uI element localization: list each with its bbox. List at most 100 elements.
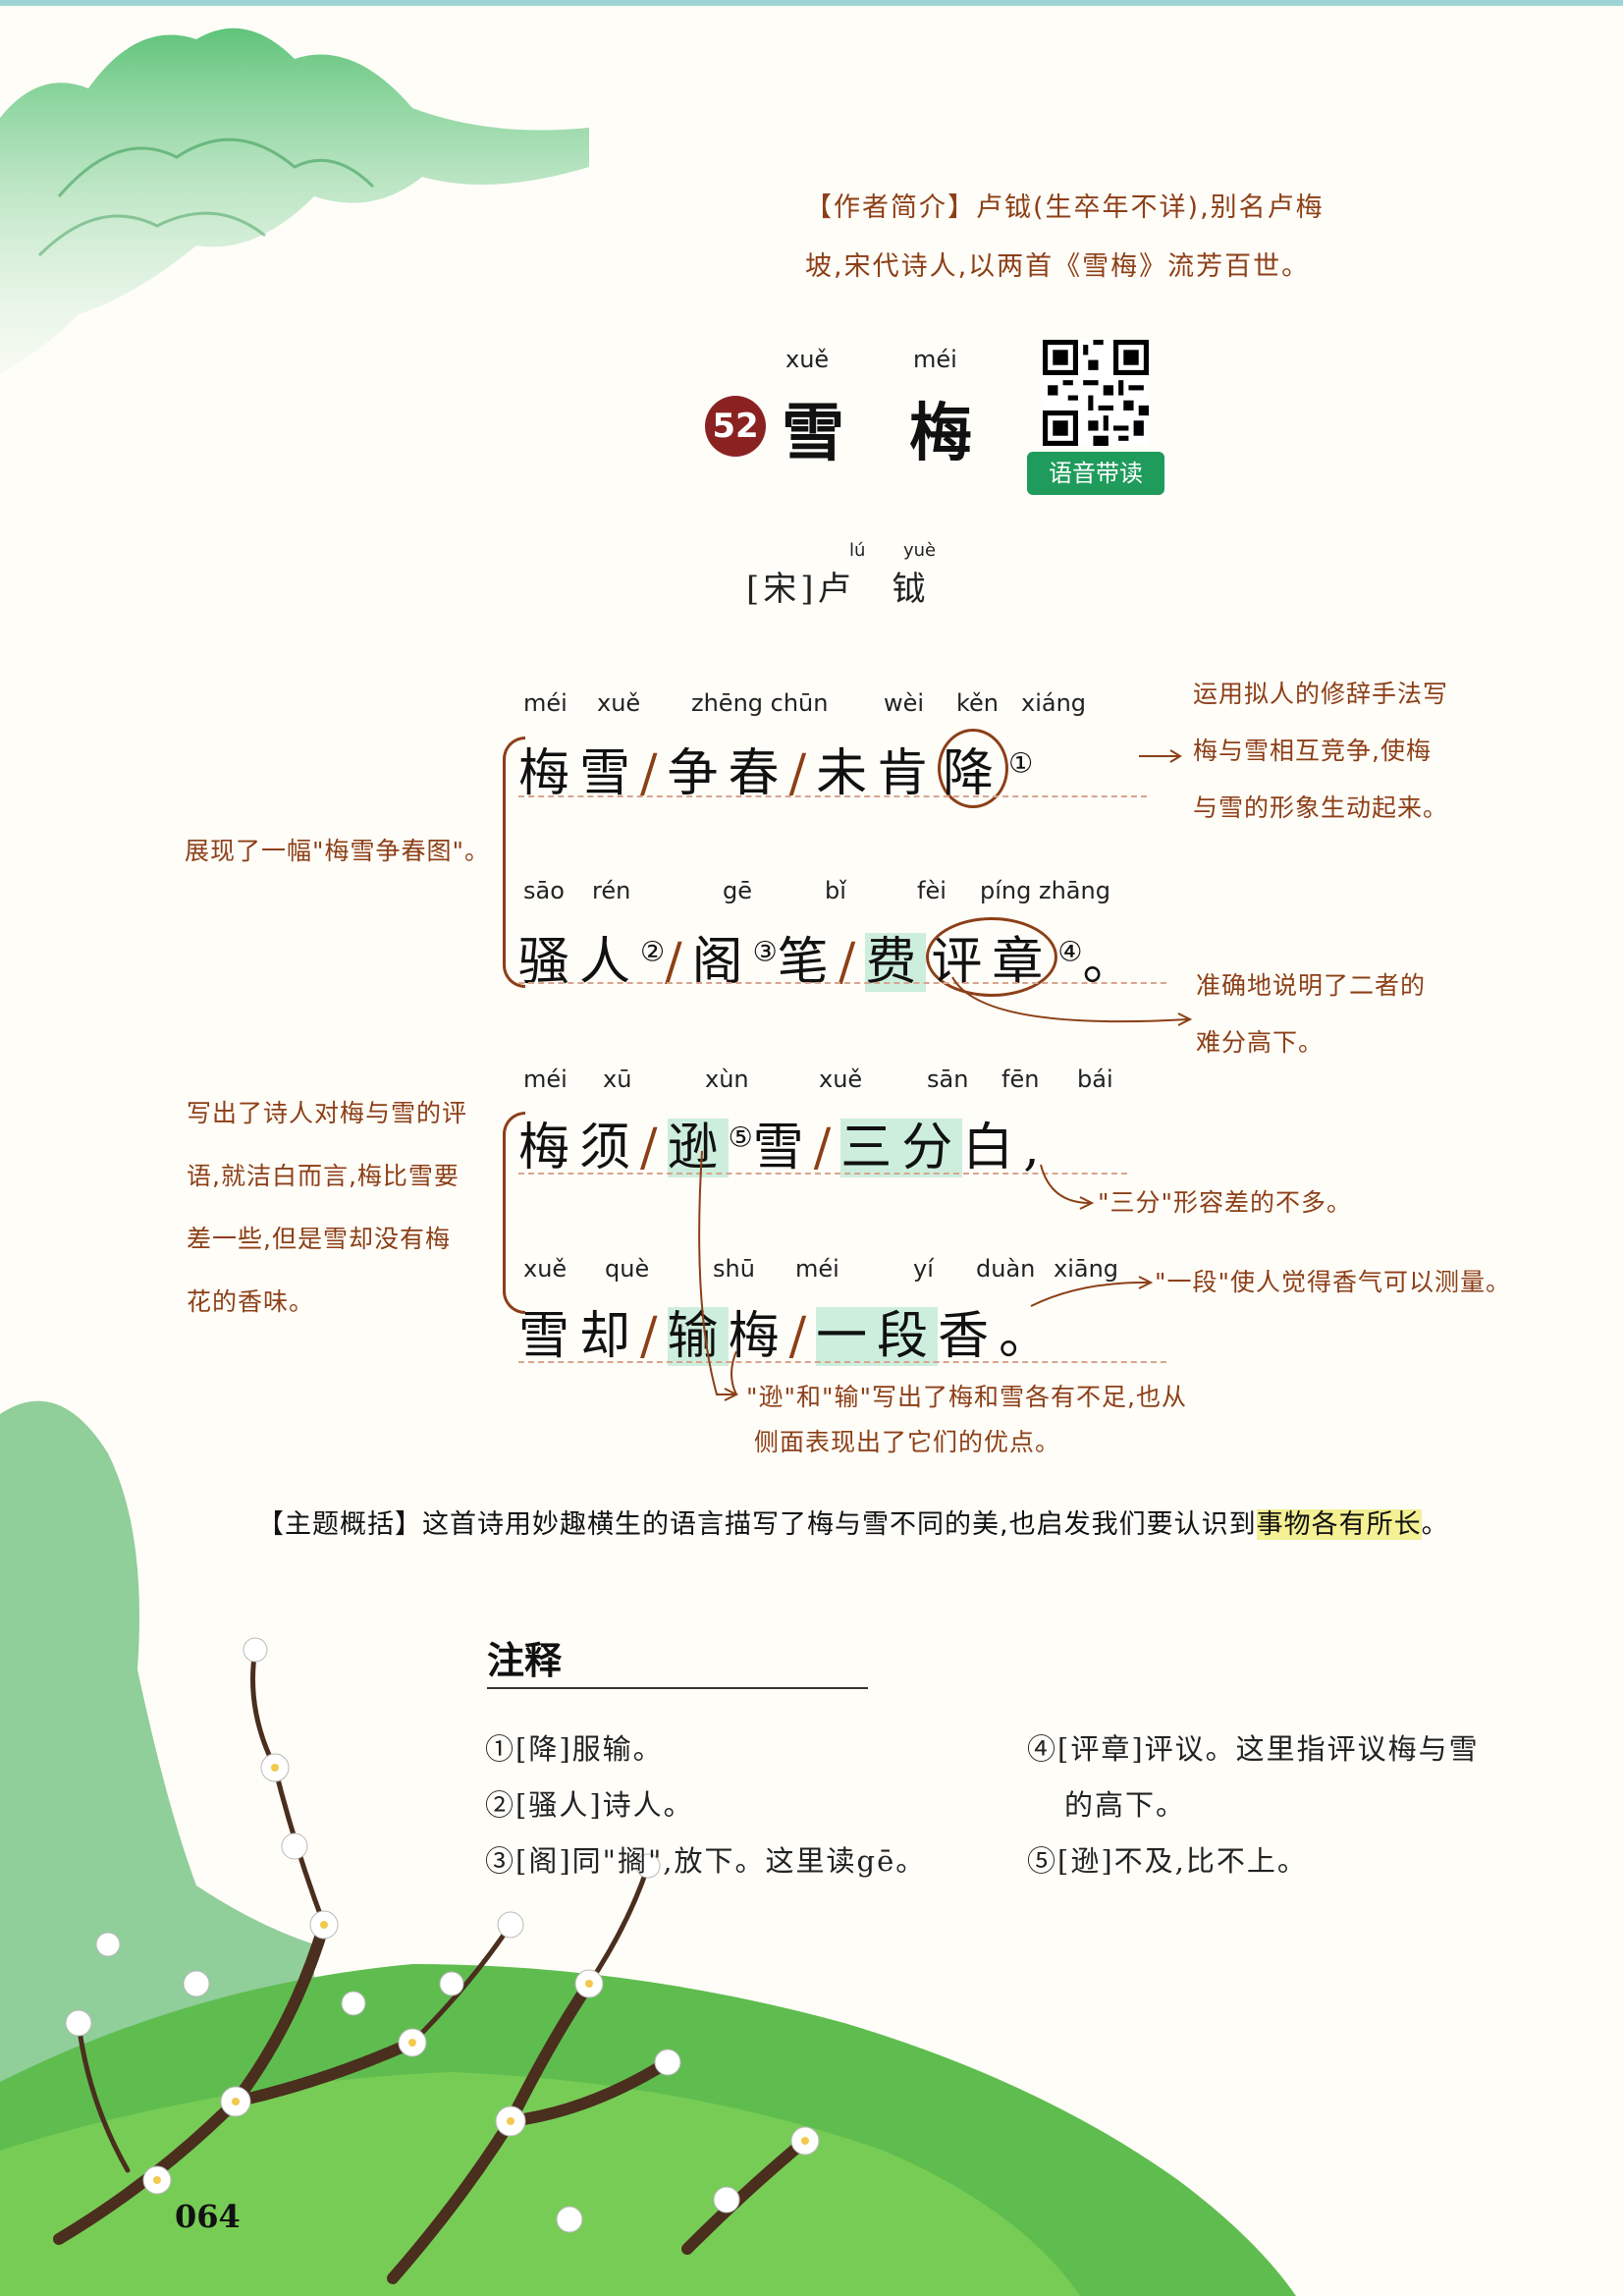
poem-byline: [宋]卢 钺 [746, 570, 930, 609]
note-item-4-cont: 的高下。 [1064, 1788, 1187, 1822]
pinyin-sao: sāo [523, 877, 565, 904]
pinyin-mei: méi [523, 689, 568, 717]
poem-line1-seg3a: 未肯 [816, 744, 939, 803]
title-pinyin-1: xuě [785, 346, 830, 373]
poem-line4-highlighted-yiduan: 一段 [816, 1307, 939, 1366]
poem-line4-highlighted-shu: 输 [667, 1307, 729, 1366]
pinyin-xun: xùn [705, 1066, 749, 1093]
slash: / [813, 1119, 841, 1177]
wavy-underline [518, 974, 1166, 984]
pinyin-ken: kěn [956, 689, 1000, 717]
pinyin-xue-3: xuě [523, 1255, 568, 1283]
poem-line4-seg3: 梅 [728, 1307, 789, 1366]
annotation-evaluation: 写出了诗人对梅与雪的评 语,就洁白而言,梅比雪要 差一些,但是雪却没有梅 花的香… [187, 1082, 467, 1334]
poem-line4-end: 。 [999, 1307, 1060, 1366]
pinyin-xiang-2: xiāng [1054, 1255, 1119, 1283]
slash: / [665, 933, 692, 992]
footnote-marker-4: ④ [1057, 935, 1083, 968]
pinyin-shu: shū [713, 1255, 755, 1283]
pinyin-ren: rén [592, 877, 631, 904]
poem-line3-end: , [1023, 1119, 1050, 1177]
annotation-line: 差一些,但是雪却没有梅 [187, 1225, 451, 1253]
pinyin-yi: yí [913, 1255, 934, 1283]
title-pinyin-2: méi [913, 346, 957, 373]
annotation-equal-merit: 准确地说明了二者的 难分高下。 [1196, 957, 1426, 1071]
annotation-personification: 运用拟人的修辞手法写 梅与雪相互竞争,使梅 与雪的形象生动起来。 [1193, 666, 1448, 837]
slash: / [788, 1307, 817, 1366]
pinyin-mei-2: méi [523, 1066, 568, 1093]
footnote-marker-1: ① [1008, 746, 1034, 780]
title-char-1: 雪 [782, 397, 844, 470]
poem-line3-seg3: 雪 [752, 1119, 814, 1177]
slash: / [788, 744, 817, 803]
annotation-arrows [698, 749, 1193, 1401]
annotation-line: "逊"和"输"写出了梅和雪各有不足,也从 [746, 1383, 1187, 1411]
pinyin-duan: duàn [976, 1255, 1036, 1283]
annotation-xun-shu: "逊"和"输"写出了梅和雪各有不足,也从 侧面表现出了它们的优点。 [746, 1375, 1187, 1465]
author-intro-line2: 坡,宋代诗人,以两首《雪梅》流芳百世。 [805, 251, 1311, 282]
pinyin-xiang: xiáng [1021, 689, 1087, 717]
poem-line3-highlighted-sanfen: 三分 [840, 1119, 963, 1177]
plum-blossom-illustration [0, 1400, 1296, 2296]
annotation-line: 花的香味。 [187, 1287, 315, 1316]
annotation-line: 梅与雪相互竞争,使梅 [1193, 737, 1432, 765]
poem-line3-highlighted-xun: 逊 [667, 1119, 729, 1177]
top-border [0, 0, 1623, 6]
audio-reading-button[interactable]: 语音带读 [1027, 452, 1164, 495]
note-item-4: ④[评章]评议。这里指评议梅与雪 [1027, 1732, 1480, 1766]
note-item-5: ⑤[逊]不及,比不上。 [1027, 1844, 1308, 1878]
pinyin-que: què [605, 1255, 650, 1283]
pinyin-pingzhang: píng zhāng [980, 877, 1110, 904]
pinyin-bai: bái [1077, 1066, 1113, 1093]
annotation-sanfen: "三分"形容差的不多。 [1098, 1188, 1352, 1217]
annotation-line: 运用拟人的修辞手法写 [1193, 680, 1449, 708]
theme-summary: 【主题概括】这首诗用妙趣横生的语言描写了梅与雪不同的美,也启发我们要认识到事物各… [257, 1503, 1494, 1541]
annotation-line: 与雪的形象生动起来。 [1193, 793, 1449, 822]
note-item-2: ②[骚人]诗人。 [485, 1788, 694, 1822]
title-char-2: 梅 [909, 397, 972, 470]
footnote-marker-5: ⑤ [728, 1121, 753, 1154]
lesson-number-badge: 52 [705, 396, 766, 457]
annotation-line: 难分高下。 [1196, 1028, 1325, 1057]
slash: / [640, 744, 668, 803]
note-item-1: ①[降]服输。 [485, 1732, 664, 1766]
notes-divider [487, 1687, 868, 1689]
annotation-yiduan: "一段"使人觉得香气可以测量。 [1155, 1268, 1511, 1296]
pinyin-wei: wèi [884, 689, 925, 717]
poem-line1-seg2: 争春 [667, 744, 789, 803]
notes-heading: 注释 [487, 1638, 563, 1682]
author-intro: 【作者简介】卢钺(生卒年不详),别名卢梅 坡,宋代诗人,以两首《雪梅》流芳百世。 [805, 179, 1355, 297]
pinyin-xue: xuě [597, 689, 641, 717]
theme-text: 【主题概括】这首诗用妙趣横生的语言描写了梅与雪不同的美,也启发我们要认识到 [257, 1509, 1257, 1540]
annotation-line: 写出了诗人对梅与雪的评 [187, 1099, 468, 1127]
pinyin-ge: gē [723, 877, 752, 904]
note-item-3: ③[阁]同"搁",放下。这里读gē。 [485, 1844, 927, 1878]
theme-end: 。 [1421, 1509, 1449, 1540]
poem-line-3: 梅须/逊⑤雪/三分白, [518, 1106, 1050, 1179]
wavy-underline [518, 1165, 1127, 1175]
slash: / [640, 1307, 668, 1366]
pinyin-xue-2: xuě [819, 1066, 863, 1093]
slash: / [838, 933, 866, 992]
poem-line4-seg5: 香 [938, 1307, 1000, 1366]
annotation-line: 准确地说明了二者的 [1196, 971, 1427, 1000]
wavy-underline [518, 1353, 1166, 1363]
poem-line3-seg1: 梅须 [518, 1119, 641, 1177]
poem-line-1: 梅雪/争春/未肯降 ① [518, 729, 1033, 808]
poem-line-4: 雪却/输梅/一段香。 [518, 1294, 1059, 1368]
poem-line3-seg5: 白 [962, 1119, 1024, 1177]
author-intro-line1: 【作者简介】卢钺(生卒年不详),别名卢梅 [805, 192, 1325, 223]
pinyin-zhengchun: zhēng chūn [691, 689, 829, 717]
pinyin-fen: fēn [1001, 1066, 1040, 1093]
mountain-illustration [0, 27, 589, 373]
poem-line1-circled-char: 降 [938, 729, 1009, 808]
page-number: 064 [175, 2198, 241, 2235]
pinyin-bi: bǐ [825, 877, 846, 904]
annotation-scene: 展现了一幅"梅雪争春图"。 [185, 837, 490, 865]
byline-pinyin-2: yuè [903, 540, 937, 561]
byline-pinyin-1: lú [849, 540, 866, 561]
qr-code-icon[interactable] [1043, 340, 1149, 446]
pinyin-san: sān [927, 1066, 969, 1093]
theme-highlight: 事物各有所长 [1256, 1509, 1422, 1540]
annotation-line: 侧面表现出了它们的优点。 [754, 1428, 1061, 1456]
